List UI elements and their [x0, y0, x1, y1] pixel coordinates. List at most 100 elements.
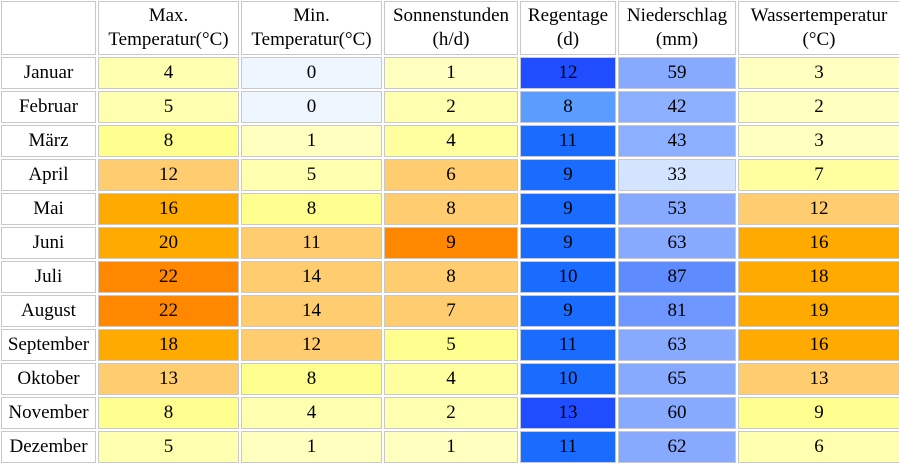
- cell-min-temp: 8: [241, 363, 382, 395]
- cell-min-temp: 8: [241, 193, 382, 225]
- month-label: Juni: [1, 227, 96, 259]
- header-sunshine: Sonnenstunden (h/d): [384, 1, 518, 55]
- cell-min-temp: 4: [241, 397, 382, 429]
- cell-sunshine: 2: [384, 91, 518, 123]
- cell-max-temp: 12: [98, 159, 239, 191]
- month-label: Mai: [1, 193, 96, 225]
- month-label: Dezember: [1, 431, 96, 463]
- cell-water-temp: 3: [738, 125, 899, 157]
- cell-rain-days: 11: [520, 125, 616, 157]
- cell-precipitation: 53: [618, 193, 736, 225]
- header-min-temp: Min. Temperatur(°C): [241, 1, 382, 55]
- header-row: Max. Temperatur(°C) Min. Temperatur(°C) So…: [1, 1, 899, 55]
- month-label: März: [1, 125, 96, 157]
- cell-water-temp: 13: [738, 363, 899, 395]
- cell-water-temp: 18: [738, 261, 899, 293]
- cell-rain-days: 11: [520, 431, 616, 463]
- table-row: Januar 4 0 1 12 59 3: [1, 57, 899, 89]
- cell-max-temp: 22: [98, 261, 239, 293]
- corner-cell: [1, 1, 96, 55]
- cell-precipitation: 63: [618, 227, 736, 259]
- cell-water-temp: 2: [738, 91, 899, 123]
- cell-max-temp: 4: [98, 57, 239, 89]
- cell-rain-days: 11: [520, 329, 616, 361]
- cell-sunshine: 1: [384, 431, 518, 463]
- cell-water-temp: 16: [738, 329, 899, 361]
- cell-precipitation: 62: [618, 431, 736, 463]
- cell-min-temp: 1: [241, 431, 382, 463]
- cell-min-temp: 5: [241, 159, 382, 191]
- cell-max-temp: 8: [98, 397, 239, 429]
- cell-rain-days: 9: [520, 227, 616, 259]
- table-row: Dezember 5 1 1 11 62 6: [1, 431, 899, 463]
- cell-precipitation: 33: [618, 159, 736, 191]
- cell-min-temp: 14: [241, 295, 382, 327]
- header-rain-days: Regentage (d): [520, 1, 616, 55]
- cell-precipitation: 87: [618, 261, 736, 293]
- cell-precipitation: 42: [618, 91, 736, 123]
- cell-max-temp: 13: [98, 363, 239, 395]
- cell-precipitation: 65: [618, 363, 736, 395]
- header-water-temp: Wassertemperatur (°C): [738, 1, 899, 55]
- cell-max-temp: 5: [98, 91, 239, 123]
- month-label: September: [1, 329, 96, 361]
- table-row: November 8 4 2 13 60 9: [1, 397, 899, 429]
- cell-sunshine: 8: [384, 261, 518, 293]
- cell-sunshine: 4: [384, 125, 518, 157]
- cell-precipitation: 60: [618, 397, 736, 429]
- table-row: Oktober 13 8 4 10 65 13: [1, 363, 899, 395]
- cell-water-temp: 9: [738, 397, 899, 429]
- cell-rain-days: 10: [520, 261, 616, 293]
- cell-rain-days: 12: [520, 57, 616, 89]
- cell-sunshine: 4: [384, 363, 518, 395]
- cell-min-temp: 0: [241, 91, 382, 123]
- cell-max-temp: 8: [98, 125, 239, 157]
- month-label: Februar: [1, 91, 96, 123]
- table-row: Juni 20 11 9 9 63 16: [1, 227, 899, 259]
- cell-min-temp: 11: [241, 227, 382, 259]
- cell-max-temp: 22: [98, 295, 239, 327]
- cell-rain-days: 9: [520, 295, 616, 327]
- cell-max-temp: 16: [98, 193, 239, 225]
- cell-water-temp: 6: [738, 431, 899, 463]
- cell-rain-days: 10: [520, 363, 616, 395]
- cell-min-temp: 12: [241, 329, 382, 361]
- table-row: Mai 16 8 8 9 53 12: [1, 193, 899, 225]
- cell-water-temp: 3: [738, 57, 899, 89]
- table-row: Juli 22 14 8 10 87 18: [1, 261, 899, 293]
- cell-sunshine: 9: [384, 227, 518, 259]
- cell-min-temp: 1: [241, 125, 382, 157]
- month-label: August: [1, 295, 96, 327]
- cell-min-temp: 14: [241, 261, 382, 293]
- cell-water-temp: 16: [738, 227, 899, 259]
- cell-sunshine: 5: [384, 329, 518, 361]
- cell-sunshine: 1: [384, 57, 518, 89]
- table-row: März 8 1 4 11 43 3: [1, 125, 899, 157]
- cell-max-temp: 20: [98, 227, 239, 259]
- month-label: Januar: [1, 57, 96, 89]
- cell-precipitation: 81: [618, 295, 736, 327]
- cell-water-temp: 19: [738, 295, 899, 327]
- cell-max-temp: 18: [98, 329, 239, 361]
- cell-precipitation: 43: [618, 125, 736, 157]
- cell-water-temp: 12: [738, 193, 899, 225]
- cell-rain-days: 8: [520, 91, 616, 123]
- cell-min-temp: 0: [241, 57, 382, 89]
- month-label: November: [1, 397, 96, 429]
- month-label: Juli: [1, 261, 96, 293]
- table-row: April 12 5 6 9 33 7: [1, 159, 899, 191]
- cell-water-temp: 7: [738, 159, 899, 191]
- cell-rain-days: 9: [520, 193, 616, 225]
- month-label: April: [1, 159, 96, 191]
- header-max-temp: Max. Temperatur(°C): [98, 1, 239, 55]
- month-label: Oktober: [1, 363, 96, 395]
- cell-sunshine: 6: [384, 159, 518, 191]
- cell-sunshine: 7: [384, 295, 518, 327]
- cell-rain-days: 9: [520, 159, 616, 191]
- cell-sunshine: 2: [384, 397, 518, 429]
- cell-precipitation: 63: [618, 329, 736, 361]
- table-row: August 22 14 7 9 81 19: [1, 295, 899, 327]
- cell-max-temp: 5: [98, 431, 239, 463]
- cell-sunshine: 8: [384, 193, 518, 225]
